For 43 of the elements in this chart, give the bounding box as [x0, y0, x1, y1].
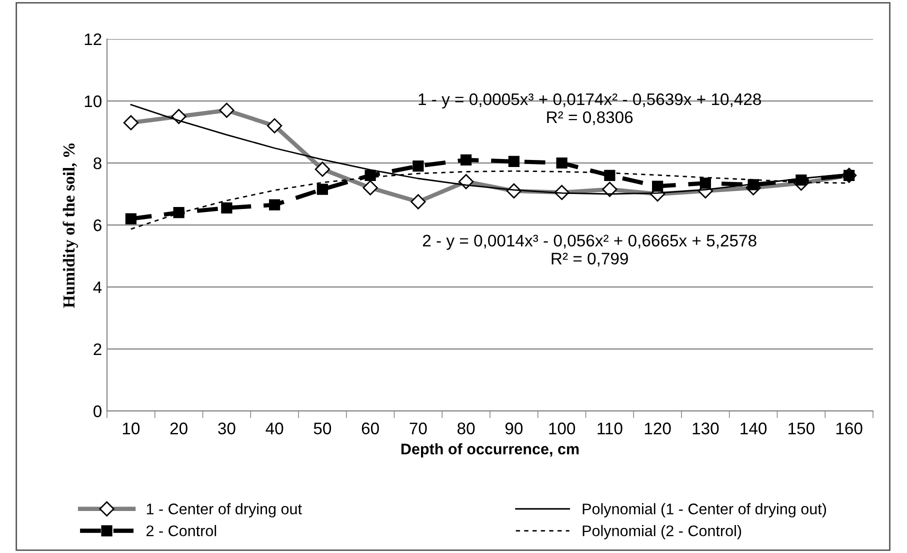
x-axis-title: Depth of occurrence, cm [401, 443, 579, 458]
annotation: 2 - y = 0,0014x³ - 0,056x² + 0,6665x + 5,2578 R² = 0,799 [422, 234, 756, 266]
point [412, 160, 424, 172]
x-tick-label: 30 [218, 422, 236, 434]
x-tick-label: 40 [266, 422, 284, 434]
legend-label: Polynomial (2 - Control) [582, 525, 742, 540]
x-tick-label: 10 [122, 422, 140, 434]
y-tick-label: 8 [94, 157, 102, 170]
x-tick-label: 20 [170, 422, 188, 434]
point [604, 170, 616, 181]
x-tick-label: 140 [740, 422, 767, 434]
y-tick-label: 0 [94, 405, 102, 418]
point [508, 156, 520, 168]
point [556, 157, 568, 169]
y-tick-label: 4 [93, 282, 102, 294]
point [652, 180, 664, 192]
point [700, 178, 711, 189]
y-tick-label: 10 [84, 95, 102, 108]
y-tick-label: 6 [94, 219, 102, 232]
point [125, 213, 136, 224]
annotation: 1 - y = 0,0005x³ + 0,0174x² - 0,5639x + 10,428 R² = 0,8306 [418, 93, 761, 126]
x-tick-label: 70 [410, 422, 427, 434]
y-axis-title: Humidity of the soil, % [62, 143, 78, 308]
x-tick-label: 100 [549, 422, 576, 434]
legend-label: 1 - Center of drying out [146, 503, 302, 518]
point [221, 202, 232, 214]
legend-label: Polynomial (1 - Center of drying out) [582, 503, 826, 518]
x-tick-label: 50 [314, 422, 332, 434]
x-tick-label: 150 [788, 422, 814, 434]
x-tick-label: 60 [362, 422, 379, 434]
x-tick-label: 80 [458, 422, 475, 434]
x-tick-label: 120 [644, 422, 671, 434]
y-tick-label: 12 [84, 33, 102, 46]
x-tick-label: 130 [692, 422, 719, 434]
x-tick-label: 110 [598, 422, 622, 434]
point [173, 207, 184, 218]
point [269, 199, 280, 210]
point [316, 184, 328, 195]
point [460, 154, 472, 166]
x-tick-label: 90 [505, 422, 523, 434]
legend-label: 2 - Control [146, 525, 216, 536]
x-tick-label: 160 [836, 422, 862, 434]
y-tick-label: 2 [94, 343, 102, 356]
